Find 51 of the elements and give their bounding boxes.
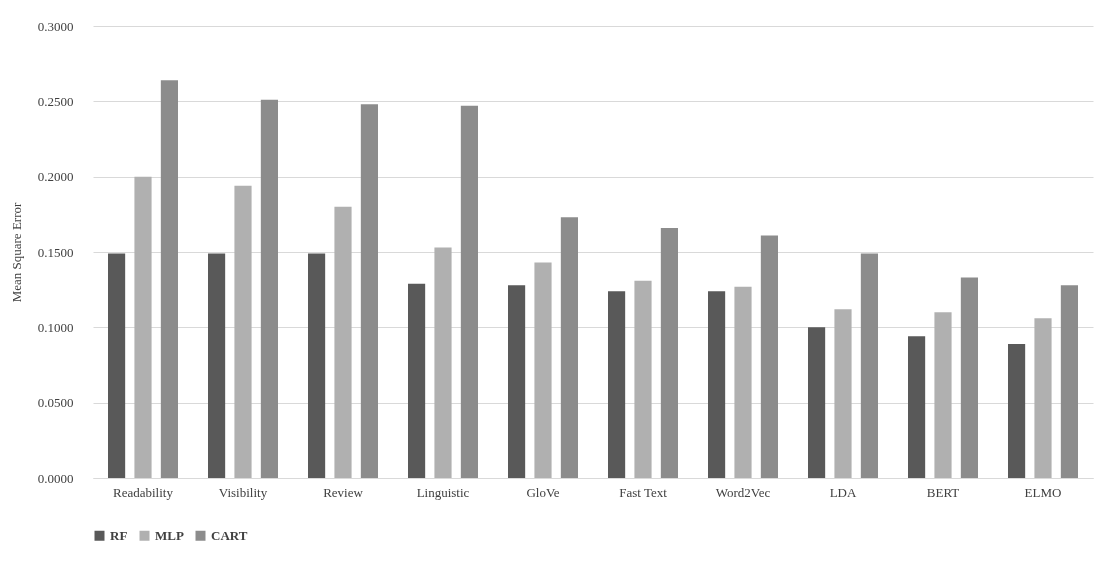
y-tick-label: 0.2500 [37,93,74,109]
bar [460,105,478,478]
x-tick-label: Readability [113,484,174,500]
x-tick-label: BERT [926,484,960,500]
bar [534,262,552,478]
bar [660,227,678,478]
x-tick-label: Word2Vec [715,484,771,500]
legend-label: CART [211,527,248,543]
bar [360,104,378,478]
bar [508,285,526,478]
bar [160,80,178,478]
x-tick-label: LDA [829,484,857,500]
x-tick-label: Linguistic [416,484,470,500]
x-tick-label: Review [323,484,364,500]
y-axis-title: Mean Square Error [8,202,24,303]
x-tick-label: Visibility [218,484,268,500]
bar [1060,285,1078,478]
bar [860,253,878,478]
bar [408,283,426,478]
bar [708,291,726,478]
legend-label: RF [110,527,128,543]
legend-label: MLP [155,527,184,543]
bar [1008,343,1026,478]
y-tick-label: 0.3000 [37,18,74,34]
bar [1034,318,1052,478]
bar [608,291,626,478]
bar [760,235,778,478]
bar [808,327,826,478]
bar [960,277,978,478]
bar [834,309,852,478]
bar [734,286,752,478]
bar [934,312,952,478]
y-tick-label: 0.1500 [37,244,74,260]
x-tick-label: GloVe [526,484,560,500]
bar [208,253,226,478]
bar [434,247,452,478]
bar [260,99,278,478]
x-tick-label: ELMO [1024,484,1062,500]
bar [108,253,126,478]
bar [308,253,326,478]
bar [134,176,152,478]
bar [634,280,652,478]
y-tick-label: 0.1000 [37,319,74,335]
bar [908,336,926,478]
bar [234,185,252,478]
bar [334,206,352,478]
x-tick-label: Fast Text [619,484,668,500]
y-tick-label: 0.0000 [37,470,74,486]
bar [560,217,578,478]
y-tick-label: 0.2000 [37,169,74,185]
y-tick-label: 0.0500 [37,395,74,411]
